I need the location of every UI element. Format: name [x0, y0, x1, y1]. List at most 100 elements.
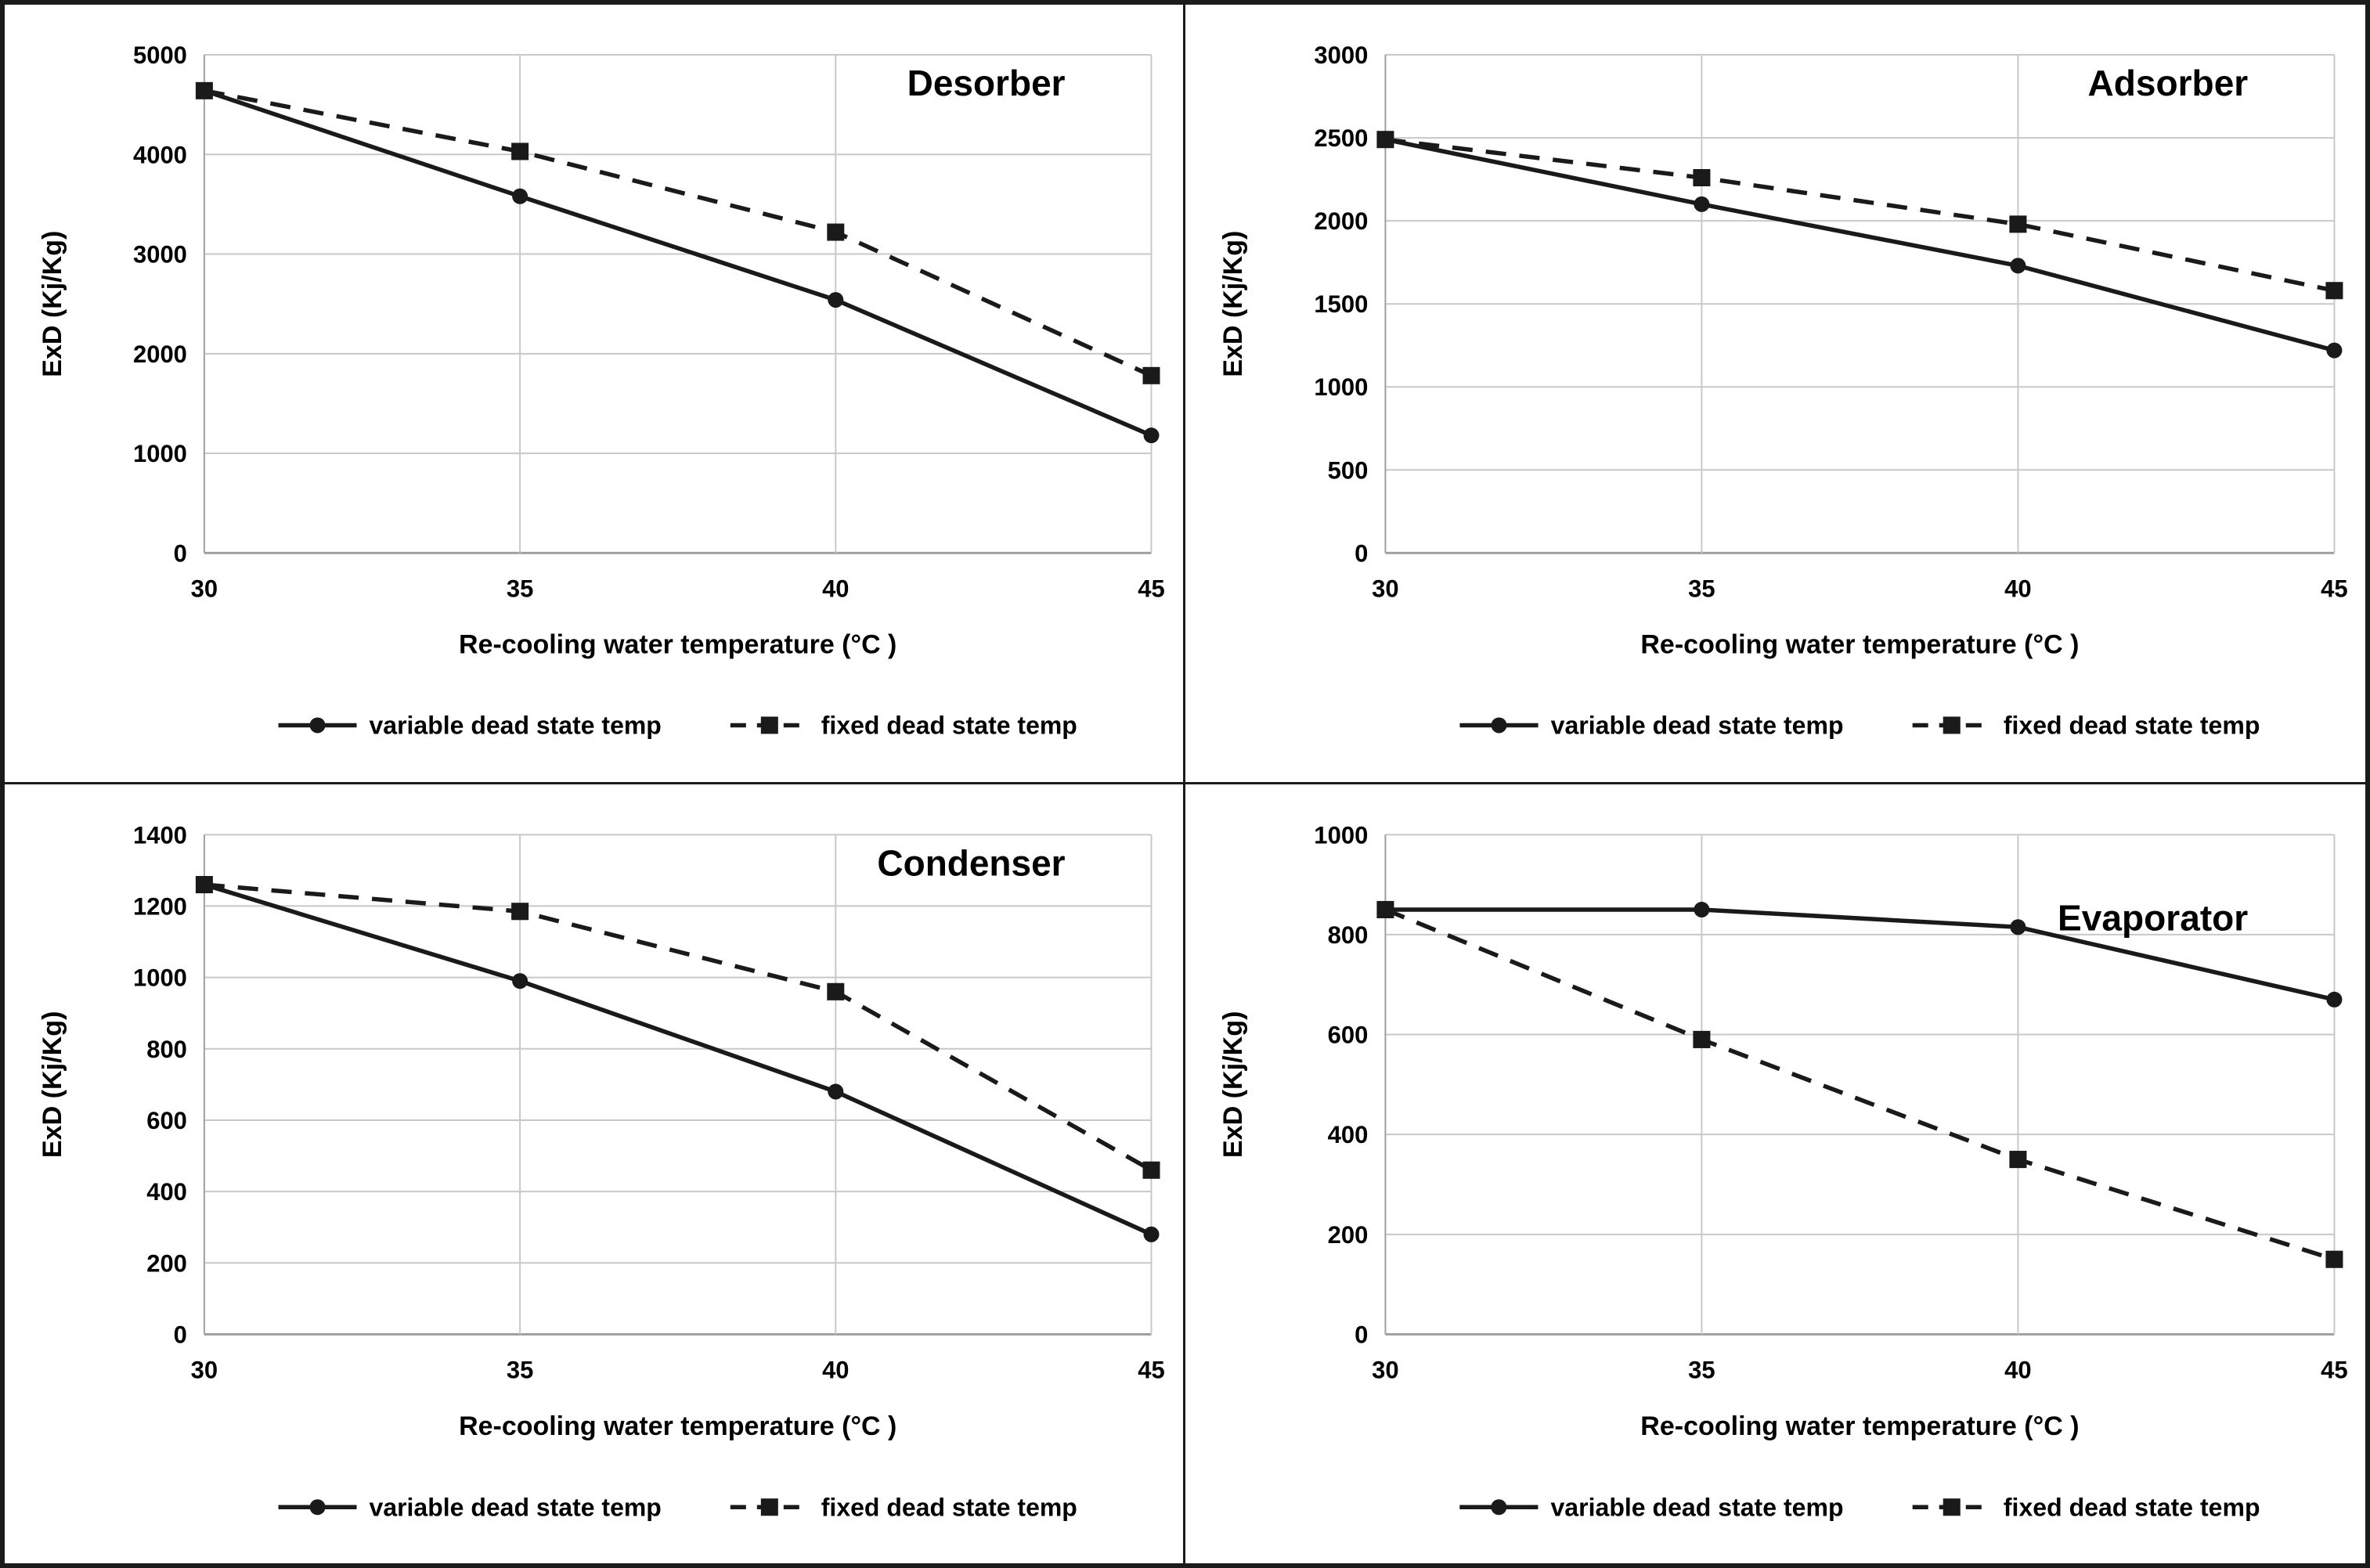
y-tick-label: 2000	[1314, 207, 1368, 235]
x-tick-label: 45	[2321, 1356, 2348, 1383]
x-tick-label: 45	[1138, 575, 1164, 602]
square-marker	[2008, 1150, 2026, 1168]
circle-marker	[1143, 427, 1160, 444]
chart-title: Desorber	[907, 63, 1066, 103]
legend-circle-marker	[309, 717, 326, 734]
square-marker	[1142, 1161, 1160, 1179]
y-tick-label: 1400	[133, 821, 187, 849]
square-marker	[511, 142, 529, 160]
legend: variable dead state temp fixed dead state…	[1459, 1493, 2260, 1521]
square-marker	[2008, 215, 2026, 233]
circle-marker	[828, 292, 844, 308]
y-tick-label: 500	[1327, 456, 1368, 484]
y-tick-label: 3000	[1314, 41, 1368, 69]
legend-label: variable dead state temp	[1550, 1493, 1843, 1521]
x-tick-label: 35	[507, 575, 533, 602]
x-axis-title: Re-cooling water temperature (°C )	[1640, 629, 2079, 659]
legend-square-marker	[1943, 716, 1961, 734]
circle-marker	[1693, 196, 1709, 212]
legend-circle-marker	[309, 1498, 326, 1515]
y-tick-label: 400	[146, 1178, 187, 1206]
legend-square-marker	[1943, 1498, 1961, 1516]
square-marker	[195, 81, 213, 99]
x-axis-title: Re-cooling water temperature (°C )	[1640, 1411, 2079, 1440]
circle-marker	[2325, 342, 2342, 359]
square-marker	[1692, 1030, 1710, 1048]
x-axis-title: Re-cooling water temperature (°C )	[459, 1411, 896, 1440]
chart-adsorber: 0 500 1000 1500 2000 2500 3000 30 35 40 45 Adsorber…	[1185, 5, 2365, 784]
square-marker	[1376, 900, 1394, 918]
y-axis-title: ExD (Kj/Kg)	[1218, 231, 1248, 377]
y-tick-label: 400	[1327, 1121, 1368, 1148]
solid-series-line	[204, 88, 1153, 438]
x-tick-label: 35	[507, 1356, 533, 1383]
chart-title: Adsorber	[2087, 63, 2248, 103]
x-tick-label: 30	[1372, 1356, 1399, 1383]
square-marker	[827, 223, 845, 241]
y-tick-label: 2500	[1314, 124, 1368, 152]
square-marker	[2325, 1250, 2343, 1268]
x-tick-label: 40	[822, 575, 849, 602]
y-tick-label: 1000	[133, 964, 187, 991]
plot-condenser: 0 200 400 600 800 1000 1200 1400 30 35 40 45 Condens…	[38, 821, 1165, 1521]
circle-marker	[512, 188, 528, 204]
chart-title: Evaporator	[2058, 897, 2248, 938]
circle-marker	[512, 972, 528, 989]
dashed-series-line	[204, 881, 1153, 1172]
x-tick-label: 40	[2004, 1356, 2032, 1383]
x-tick-label: 45	[2321, 575, 2348, 602]
y-axis-title: ExD (Kj/Kg)	[38, 1011, 67, 1158]
legend-circle-marker	[1491, 717, 1507, 734]
plot-adsorber: 0 500 1000 1500 2000 2500 3000 30 35 40 45 Adsorber…	[1218, 41, 2348, 739]
solid-series-line	[204, 881, 1153, 1236]
x-tick-label: 30	[1372, 575, 1399, 602]
circle-marker	[1143, 1226, 1160, 1242]
x-tick-label: 40	[2004, 575, 2032, 602]
legend-label: fixed dead state temp	[2003, 711, 2260, 739]
y-axis-title: ExD (Kj/Kg)	[1218, 1011, 1248, 1158]
y-tick-label: 1000	[1314, 821, 1368, 849]
y-tick-label: 0	[1355, 1321, 1368, 1348]
legend: variable dead state temp fixed dead state…	[278, 711, 1077, 739]
square-marker	[1692, 168, 1710, 186]
legend-label: fixed dead state temp	[821, 711, 1077, 739]
chart-desorber: 0 1000 2000 3000 4000 5000 30 35 40 45 Desorber Re-…	[5, 5, 1185, 784]
chart-title: Condenser	[877, 842, 1065, 883]
legend-label: variable dead state temp	[370, 711, 662, 739]
x-tick-label: 40	[822, 1356, 849, 1383]
y-tick-label: 5000	[133, 41, 187, 69]
y-tick-label: 200	[1327, 1220, 1368, 1248]
chart-condenser: 0 200 400 600 800 1000 1200 1400 30 35 40 45 Condens…	[5, 784, 1185, 1563]
y-tick-label: 800	[146, 1035, 187, 1062]
square-marker	[195, 875, 213, 893]
y-tick-label: 0	[174, 1321, 187, 1348]
y-tick-label: 3000	[133, 241, 187, 269]
y-tick-label: 1000	[133, 440, 187, 467]
dashed-series-line	[1383, 907, 2335, 1261]
y-tick-label: 1200	[133, 892, 187, 920]
y-tick-label: 600	[146, 1106, 187, 1134]
plot-evaporator: 0 200 400 600 800 1000 30 35 40 45 Evaporator Re-co…	[1218, 821, 2348, 1521]
square-marker	[511, 902, 529, 920]
y-tick-label: 0	[1355, 539, 1368, 567]
legend-label: variable dead state temp	[370, 1493, 662, 1521]
square-marker	[1142, 366, 1160, 384]
legend-square-marker	[760, 716, 778, 734]
circle-marker	[2325, 991, 2342, 1007]
legend-square-marker	[760, 1498, 778, 1516]
square-marker	[827, 982, 845, 1000]
circle-marker	[1693, 901, 1709, 917]
square-marker	[2325, 282, 2343, 300]
legend-label: fixed dead state temp	[821, 1493, 1077, 1521]
y-tick-label: 1500	[1314, 290, 1368, 318]
y-tick-label: 600	[1327, 1021, 1368, 1048]
solid-series-line	[1384, 907, 2335, 1002]
plot-desorber: 0 1000 2000 3000 4000 5000 30 35 40 45 Desorber Re-…	[38, 41, 1165, 739]
legend: variable dead state temp fixed dead state…	[278, 1493, 1077, 1521]
circle-marker	[2009, 258, 2026, 274]
y-axis-title: ExD (Kj/Kg)	[38, 231, 67, 377]
circle-marker	[2009, 918, 2026, 935]
x-tick-label: 30	[191, 1356, 218, 1383]
y-tick-label: 2000	[133, 341, 187, 368]
